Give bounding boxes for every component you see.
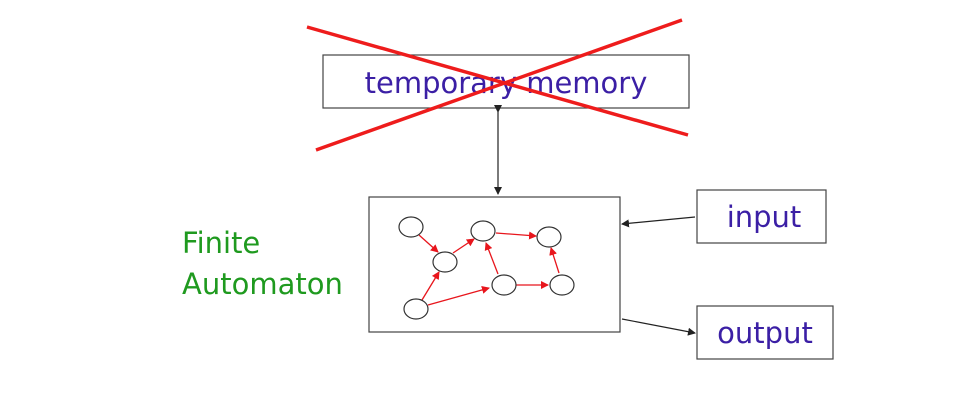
state-node	[432, 251, 458, 273]
transition-arrow	[549, 247, 560, 274]
cross-out-stroke-1	[306, 25, 689, 137]
automaton-label-line1: Finite	[182, 226, 260, 260]
state-node	[536, 226, 562, 248]
transition-arrow	[418, 234, 439, 253]
cross-out-stroke-2	[315, 18, 683, 152]
state-node	[470, 220, 496, 242]
state-node	[398, 216, 424, 238]
transition-arrow	[484, 242, 499, 275]
state-node	[549, 274, 575, 296]
state-transitions	[418, 231, 560, 306]
output-arrow	[621, 318, 696, 336]
state-node	[403, 298, 429, 320]
transition-arrow	[427, 286, 490, 306]
states	[398, 216, 575, 320]
input-box	[696, 189, 827, 244]
transition-arrow	[495, 231, 537, 240]
input-arrow	[621, 216, 696, 228]
input-label: input	[727, 200, 802, 234]
output-box	[696, 305, 834, 360]
output-label: output	[717, 316, 813, 350]
state-node	[491, 274, 517, 296]
automaton-label-line2: Automaton	[182, 267, 343, 301]
transition-arrow	[452, 238, 475, 254]
transition-arrow	[421, 271, 440, 301]
